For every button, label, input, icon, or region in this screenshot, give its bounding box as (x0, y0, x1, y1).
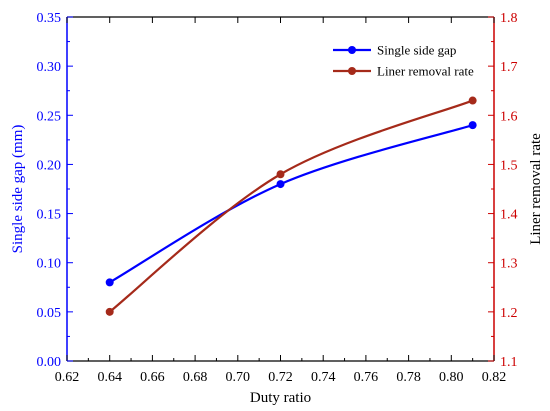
legend-marker-single-side-gap (348, 46, 356, 54)
x-tick-label: 0.76 (354, 370, 379, 385)
left-y-tick-label: 0.00 (37, 355, 62, 370)
x-axis-title: Duty ratio (250, 390, 311, 406)
left-y-tick-label: 0.25 (37, 109, 62, 124)
x-tick-label: 0.72 (268, 370, 293, 385)
left-y-tick-label: 0.10 (37, 257, 62, 272)
right-y-tick-label: 1.6 (500, 109, 518, 124)
right-y-axis-title: Liner removal rate (528, 133, 544, 245)
x-tick-label: 0.68 (183, 370, 208, 385)
data-point-liner-removal-rate (468, 96, 477, 105)
left-y-tick-label: 0.15 (37, 208, 62, 223)
x-tick-label: 0.80 (439, 370, 464, 385)
x-tick-label: 0.70 (226, 370, 251, 385)
series-line-single-side-gap (109, 124, 473, 284)
x-tick-label: 0.64 (97, 370, 122, 385)
left-y-tick-label: 0.35 (37, 11, 62, 26)
data-point-liner-removal-rate (105, 307, 114, 316)
x-tick-label: 0.82 (482, 370, 507, 385)
right-y-tick-label: 1.4 (500, 208, 518, 223)
data-point-single-side-gap (105, 278, 114, 287)
x-tick-label: 0.74 (311, 370, 336, 385)
right-y-tick-label: 1.5 (500, 158, 518, 173)
right-y-tick-label: 1.8 (500, 11, 518, 26)
left-y-tick-label: 0.20 (37, 158, 62, 173)
data-point-single-side-gap (468, 121, 477, 130)
right-y-tick-label: 1.2 (500, 306, 518, 321)
right-y-tick-label: 1.7 (500, 60, 518, 75)
legend-marker-liner-removal-rate (348, 67, 356, 75)
x-tick-label: 0.66 (140, 370, 165, 385)
right-y-tick-label: 1.1 (500, 355, 518, 370)
x-tick-label: 0.62 (55, 370, 80, 385)
data-point-liner-removal-rate (276, 170, 285, 179)
right-y-tick-label: 1.3 (500, 257, 518, 272)
left-y-tick-label: 0.30 (37, 60, 62, 75)
x-tick-label: 0.78 (396, 370, 421, 385)
left-y-tick-label: 0.05 (37, 306, 62, 321)
series-line-liner-removal-rate (109, 99, 474, 313)
left-y-axis-title: Single side gap (mm) (10, 125, 26, 254)
data-point-single-side-gap (276, 180, 285, 189)
legend-label-single-side-gap: Single side gap (377, 43, 456, 58)
legend-label-liner-removal-rate: Liner removal rate (377, 64, 474, 79)
